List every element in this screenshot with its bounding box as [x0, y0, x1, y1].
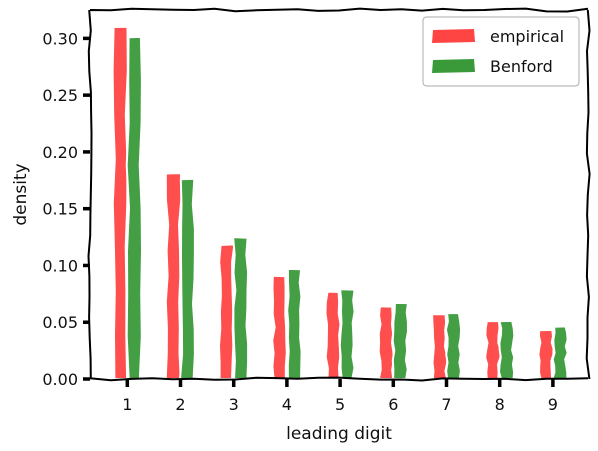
bar-benford-1 [125, 35, 144, 380]
x-tick-label: 5 [335, 395, 345, 414]
x-tick-label: 3 [229, 395, 239, 414]
legend-label-benford: Benford [490, 57, 553, 76]
x-tick-label: 9 [548, 395, 558, 414]
y-axis-label: density [11, 163, 31, 225]
bar-empirical-3 [217, 243, 236, 380]
x-tick-label: 4 [282, 395, 292, 414]
bar-empirical-1 [111, 25, 129, 380]
bar-benford-2 [178, 177, 196, 380]
legend-swatch-empirical [432, 29, 475, 43]
x-tick-label: 7 [441, 395, 451, 414]
y-tick-label: 0.00 [42, 370, 78, 389]
legend-label-empirical: empirical [490, 27, 564, 46]
y-tick-label: 0.20 [42, 143, 78, 162]
x-axis-label: leading digit [286, 424, 392, 444]
bar-benford-7 [444, 312, 463, 380]
bars-layer [111, 25, 569, 380]
y-tick-label: 0.30 [42, 29, 78, 48]
x-tick-label: 2 [175, 395, 185, 414]
y-tick-label: 0.10 [42, 256, 78, 275]
bar-benford-4 [286, 267, 303, 380]
bar-empirical-9 [537, 328, 555, 380]
legend: empirical Benford [422, 16, 580, 87]
bar-benford-5 [338, 287, 356, 380]
bar-empirical-5 [324, 290, 342, 380]
bar-benford-9 [550, 325, 569, 380]
bar-benford-6 [391, 301, 410, 380]
x-tick-label: 8 [495, 395, 505, 414]
bar-empirical-4 [271, 274, 288, 380]
bar-benford-3 [232, 234, 250, 380]
bar-benford-8 [497, 319, 516, 380]
y-tick-label: 0.15 [42, 200, 78, 219]
bar-empirical-2 [164, 172, 183, 380]
y-tick-label: 0.25 [42, 86, 78, 105]
plot-frame [87, 7, 591, 382]
bar-empirical-7 [431, 313, 449, 380]
x-tick-label: 6 [388, 395, 398, 414]
bar-empirical-6 [377, 304, 395, 380]
axes-layer: 0.00 0.05 0.10 0.15 0.20 0.25 0.30 1 2 3 4 5 6 7 8 9 [42, 29, 558, 414]
legend-swatch-benford [432, 59, 475, 73]
x-tick-label: 1 [122, 395, 132, 414]
y-tick-label: 0.05 [42, 313, 78, 332]
